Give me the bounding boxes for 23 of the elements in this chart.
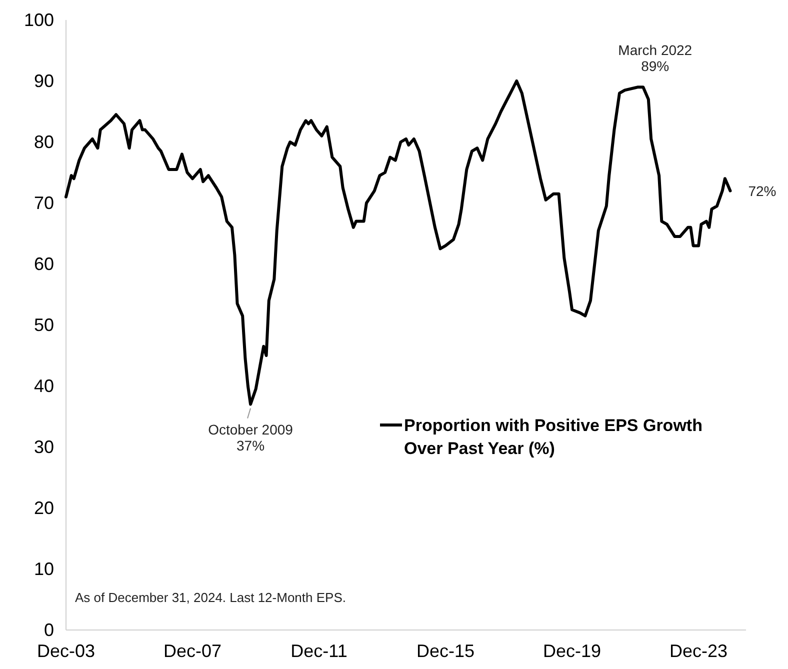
y-tick-label: 40 (34, 376, 54, 396)
y-tick-label: 70 (34, 192, 54, 213)
annotation: March 2022 89% (618, 42, 692, 74)
x-tick-label: Dec-03 (36, 640, 96, 661)
line-series (64, 80, 732, 406)
x-tick-label: Dec-19 (543, 640, 602, 661)
y-tick-label: 30 (34, 436, 54, 457)
annotation: As of December 31, 2024. Last 12-Month EPS. (75, 590, 346, 605)
x-tick-label: Dec-07 (163, 640, 222, 661)
y-tick-label: 10 (34, 558, 54, 579)
annotation: 72% (748, 182, 776, 199)
y-tick-label: 20 (34, 498, 54, 518)
y-tick-label: 60 (34, 254, 54, 274)
y-tick-label: 90 (34, 70, 54, 91)
y-tick-label: 80 (34, 132, 54, 152)
x-tick-label: Dec-23 (670, 640, 728, 661)
annotation: October 2009 37% (208, 421, 294, 454)
legend-label: Proportion with Positive EPS Growth Over Past Year (%) (404, 416, 702, 458)
y-tick-label: 50 (34, 314, 54, 335)
x-tick-label: Dec-15 (416, 640, 475, 661)
y-tick-label: 0 (44, 620, 54, 640)
y-tick-label: 100 (24, 10, 54, 30)
x-tick-label: Dec-11 (290, 640, 348, 661)
